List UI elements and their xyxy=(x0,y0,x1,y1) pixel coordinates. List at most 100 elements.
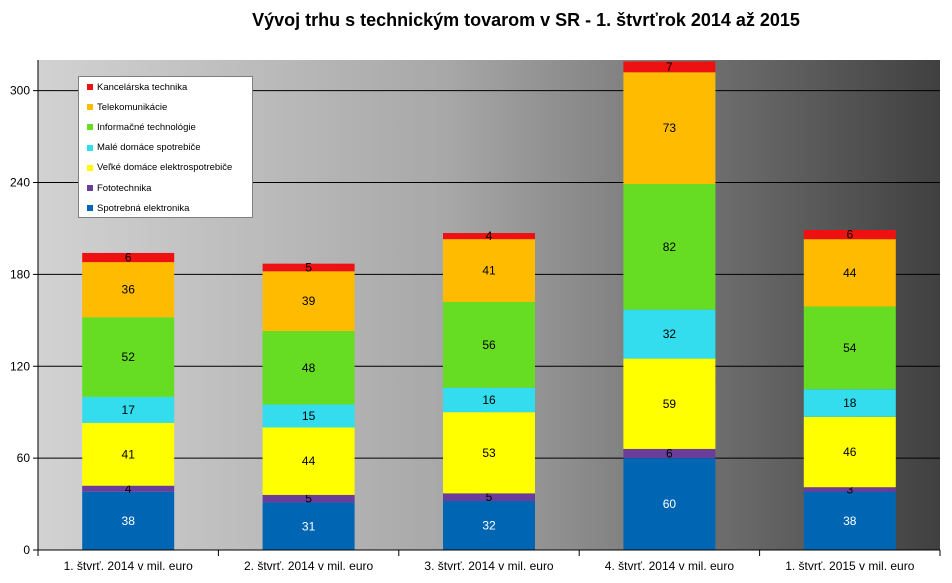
legend-swatch xyxy=(87,84,93,90)
data-label: 44 xyxy=(843,266,857,280)
data-label: 6 xyxy=(125,251,132,265)
x-tick-label: 4. štvrť. 2014 v mil. euro xyxy=(605,559,735,573)
legend: Kancelárska technika Telekomunikácie Infor… xyxy=(78,76,253,218)
data-label: 82 xyxy=(663,240,677,254)
y-tick-label: 60 xyxy=(17,451,31,465)
legend-label: Kancelárska technika xyxy=(97,81,188,93)
legend-swatch xyxy=(87,124,93,131)
data-label: 5 xyxy=(305,492,312,506)
bar-segment xyxy=(443,301,535,388)
data-label: 46 xyxy=(843,445,857,459)
legend-label: Telekomunikácie xyxy=(97,101,168,113)
bar-segment xyxy=(623,358,716,449)
x-tick-label: 3. štvrť. 2014 v mil. euro xyxy=(424,559,554,573)
data-label: 38 xyxy=(122,514,136,528)
legend-swatch xyxy=(87,205,93,212)
chart-title: Vývoj trhu s technickým tovarom v SR - 1… xyxy=(252,10,800,30)
data-label: 6 xyxy=(846,228,853,242)
legend-item: Fototechnika xyxy=(87,181,151,195)
legend-swatch xyxy=(87,164,93,171)
x-tick-label: 1. štvrť. 2014 v mil. euro xyxy=(64,559,194,573)
bar-segment xyxy=(82,491,175,550)
bar-segment xyxy=(82,317,175,397)
bar-segment xyxy=(443,233,535,240)
bar-segment xyxy=(623,61,716,73)
data-label: 59 xyxy=(663,397,677,411)
data-label: 53 xyxy=(482,446,496,460)
data-label: 52 xyxy=(122,350,136,364)
legend-label: Fototechnika xyxy=(97,182,152,194)
bar-segment xyxy=(82,262,175,318)
data-label: 5 xyxy=(486,490,493,504)
bar-segment xyxy=(803,491,896,550)
bar-segment xyxy=(623,458,716,550)
bar-segment xyxy=(262,404,355,428)
legend-swatch xyxy=(87,104,93,111)
data-label: 39 xyxy=(302,294,316,308)
data-label: 73 xyxy=(663,121,677,135)
y-tick-label: 300 xyxy=(10,84,30,98)
data-label: 3 xyxy=(846,483,853,497)
bar-segment xyxy=(803,239,896,307)
bar-segment xyxy=(82,252,175,263)
bar-segment xyxy=(623,309,716,359)
data-label: 54 xyxy=(843,341,857,355)
data-label: 31 xyxy=(302,519,316,533)
data-label: 7 xyxy=(666,60,673,74)
data-label: 41 xyxy=(482,264,496,278)
legend-item: Veľké domáce elektrospotrebiče xyxy=(87,161,232,175)
bar-segment xyxy=(803,229,896,240)
bar-segment xyxy=(443,412,535,494)
data-label: 17 xyxy=(122,403,136,417)
data-label: 41 xyxy=(122,447,136,461)
y-tick-label: 120 xyxy=(10,359,30,373)
bar-segment xyxy=(623,448,716,459)
bar-segment xyxy=(262,427,355,495)
bar-segment xyxy=(262,494,355,503)
bar-segment xyxy=(623,184,716,310)
bar-segment xyxy=(803,389,896,417)
bar-segment xyxy=(262,502,355,550)
bar-segment xyxy=(803,306,896,390)
data-label: 36 xyxy=(122,283,136,297)
data-label: 4 xyxy=(486,229,493,243)
bar-segment xyxy=(443,493,535,501)
bar-segment xyxy=(82,396,175,423)
data-label: 32 xyxy=(482,519,496,533)
bar-segment xyxy=(803,416,896,488)
legend-label: Malé domáce spotrebiče xyxy=(97,142,201,154)
bar-segment xyxy=(623,72,716,185)
bar-segment xyxy=(443,501,535,550)
bar-segment xyxy=(82,485,175,492)
legend-swatch xyxy=(87,185,93,191)
data-label: 56 xyxy=(482,338,496,352)
bar-segment xyxy=(262,263,355,272)
legend-label: Veľké domáce elektrospotrebiče xyxy=(97,162,233,174)
data-label: 32 xyxy=(663,327,677,341)
data-label: 5 xyxy=(305,260,312,274)
bar-segment xyxy=(443,387,535,413)
legend-label: Spotrebná elektronika xyxy=(97,202,190,214)
legend-item: Malé domáce spotrebiče xyxy=(87,141,201,155)
y-tick-label: 180 xyxy=(10,267,30,281)
data-label: 15 xyxy=(302,409,316,423)
data-label: 16 xyxy=(482,393,496,407)
data-label: 44 xyxy=(302,454,316,468)
data-label: 38 xyxy=(843,514,857,528)
bar-segment xyxy=(262,271,355,332)
bar-segment xyxy=(82,422,175,486)
legend-swatch xyxy=(87,144,93,151)
legend-item: Kancelárska technika xyxy=(87,80,187,94)
y-tick-label: 0 xyxy=(23,543,30,557)
x-tick-label: 1. štvrť. 2015 v mil. euro xyxy=(785,559,915,573)
data-label: 18 xyxy=(843,396,857,410)
y-tick-label: 240 xyxy=(10,176,30,190)
bar-segment xyxy=(262,331,355,405)
x-tick-label: 2. štvrť. 2014 v mil. euro xyxy=(244,559,374,573)
data-label: 48 xyxy=(302,361,316,375)
data-label: 4 xyxy=(125,482,132,496)
data-label: 60 xyxy=(663,497,677,511)
bar-segment xyxy=(443,239,535,302)
legend-label: Informačné technológie xyxy=(97,121,196,133)
